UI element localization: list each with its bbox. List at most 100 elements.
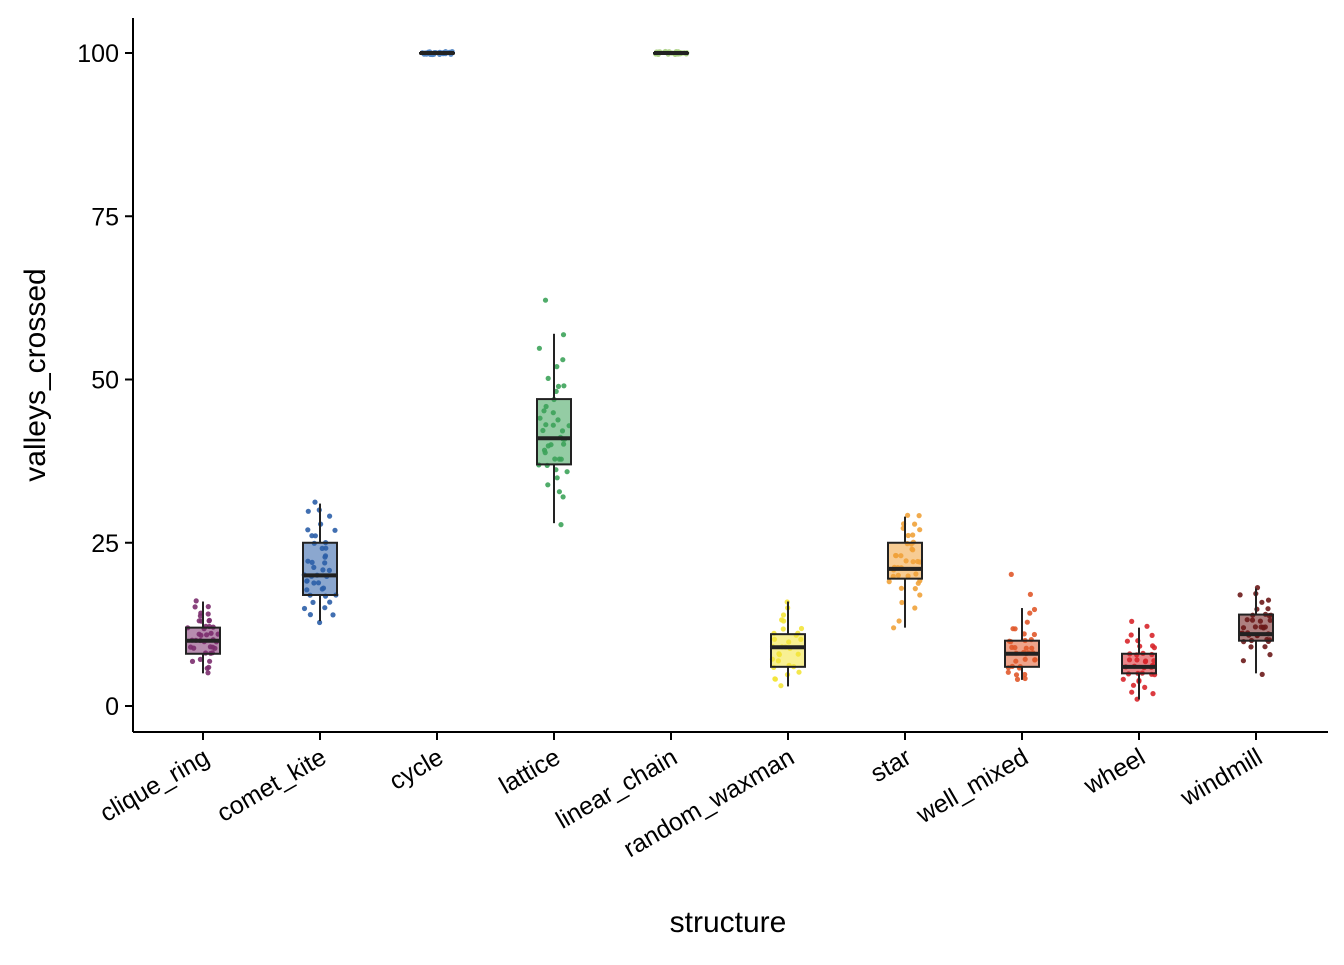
data-point: [1012, 626, 1018, 632]
jitter-points-layer: [185, 48, 1274, 702]
data-point: [1024, 619, 1030, 625]
data-point: [305, 527, 311, 533]
data-point: [1008, 571, 1014, 578]
data-point: [554, 364, 560, 370]
data-point: [312, 499, 318, 505]
data-point: [905, 512, 911, 518]
data-point: [1027, 610, 1033, 616]
data-point: [778, 683, 784, 689]
data-point: [193, 598, 199, 604]
data-point: [309, 533, 315, 539]
data-point: [560, 332, 567, 338]
data-point: [1120, 676, 1126, 682]
data-point: [1237, 592, 1243, 598]
data-point: [197, 656, 203, 663]
y-tick-label: 0: [105, 693, 119, 721]
data-point: [1265, 597, 1272, 603]
data-point: [560, 357, 566, 363]
data-point: [916, 513, 922, 519]
data-point: [1259, 671, 1265, 678]
data-point: [1027, 591, 1033, 598]
data-point: [886, 579, 892, 585]
data-point: [1128, 632, 1134, 638]
y-tick-label: 25: [91, 530, 119, 558]
data-point: [1149, 632, 1155, 639]
data-point: [554, 475, 560, 481]
data-point: [310, 599, 316, 606]
data-point: [564, 469, 570, 475]
x-tick-label: windmill: [1175, 743, 1267, 812]
data-point: [560, 494, 566, 500]
data-point: [772, 676, 779, 682]
data-point: [912, 521, 918, 527]
data-point: [1248, 644, 1254, 650]
data-point: [558, 522, 564, 528]
data-point: [205, 611, 211, 617]
data-point: [899, 599, 905, 606]
data-point: [555, 383, 562, 389]
data-point: [780, 626, 786, 632]
box-iqr: [536, 398, 572, 466]
y-tick-label: 50: [91, 367, 119, 395]
data-point: [1130, 682, 1137, 688]
x-tick-label: clique_ring: [95, 743, 214, 828]
data-point: [1129, 618, 1135, 625]
data-point: [1262, 644, 1268, 650]
y-axis-title: valleys_crossed: [19, 268, 52, 481]
data-point: [205, 604, 211, 610]
data-point: [192, 604, 198, 610]
box-iqr: [1238, 613, 1274, 642]
data-point: [896, 618, 902, 624]
data-point: [910, 532, 916, 538]
box-iqr: [887, 541, 923, 580]
data-point: [536, 345, 543, 351]
data-point: [206, 664, 212, 670]
x-axis-title: structure: [670, 906, 787, 939]
data-point: [327, 599, 333, 605]
data-point: [917, 527, 923, 533]
data-point: [317, 619, 323, 626]
data-point: [1031, 631, 1037, 638]
box-iqr: [302, 541, 338, 596]
data-point: [305, 508, 311, 514]
y-tick-label: 100: [77, 40, 119, 68]
data-point: [207, 658, 213, 664]
data-point: [332, 527, 338, 533]
data-point: [330, 612, 336, 618]
x-tick-label: cycle: [385, 743, 448, 796]
data-point: [561, 383, 567, 389]
x-tick-label: lattice: [494, 743, 565, 800]
data-point: [1150, 643, 1156, 649]
data-point: [1013, 672, 1020, 678]
y-tick-label: 75: [91, 203, 119, 231]
data-point: [542, 297, 549, 303]
data-point: [1150, 691, 1156, 697]
data-point: [1129, 689, 1135, 695]
data-point: [898, 585, 905, 591]
data-point: [905, 532, 911, 539]
data-point: [322, 605, 328, 611]
data-point: [798, 625, 805, 632]
data-point: [1265, 606, 1271, 612]
data-point: [917, 592, 923, 598]
data-point: [1142, 684, 1148, 691]
data-point: [1005, 669, 1011, 675]
data-point: [1031, 606, 1038, 613]
data-point: [780, 612, 787, 618]
data-point: [1259, 599, 1265, 605]
x-tick-label: comet_kite: [212, 743, 331, 828]
data-point: [1144, 623, 1150, 629]
data-point: [912, 586, 918, 592]
data-point: [1124, 638, 1130, 644]
box-layer: [185, 51, 1274, 700]
data-point: [1022, 671, 1028, 678]
data-point: [1022, 675, 1028, 682]
box-iqr: [1121, 652, 1157, 675]
data-point: [189, 658, 196, 665]
x-tick-label: wheel: [1079, 743, 1150, 800]
x-tick-label: star: [866, 743, 916, 788]
data-point: [912, 605, 918, 611]
